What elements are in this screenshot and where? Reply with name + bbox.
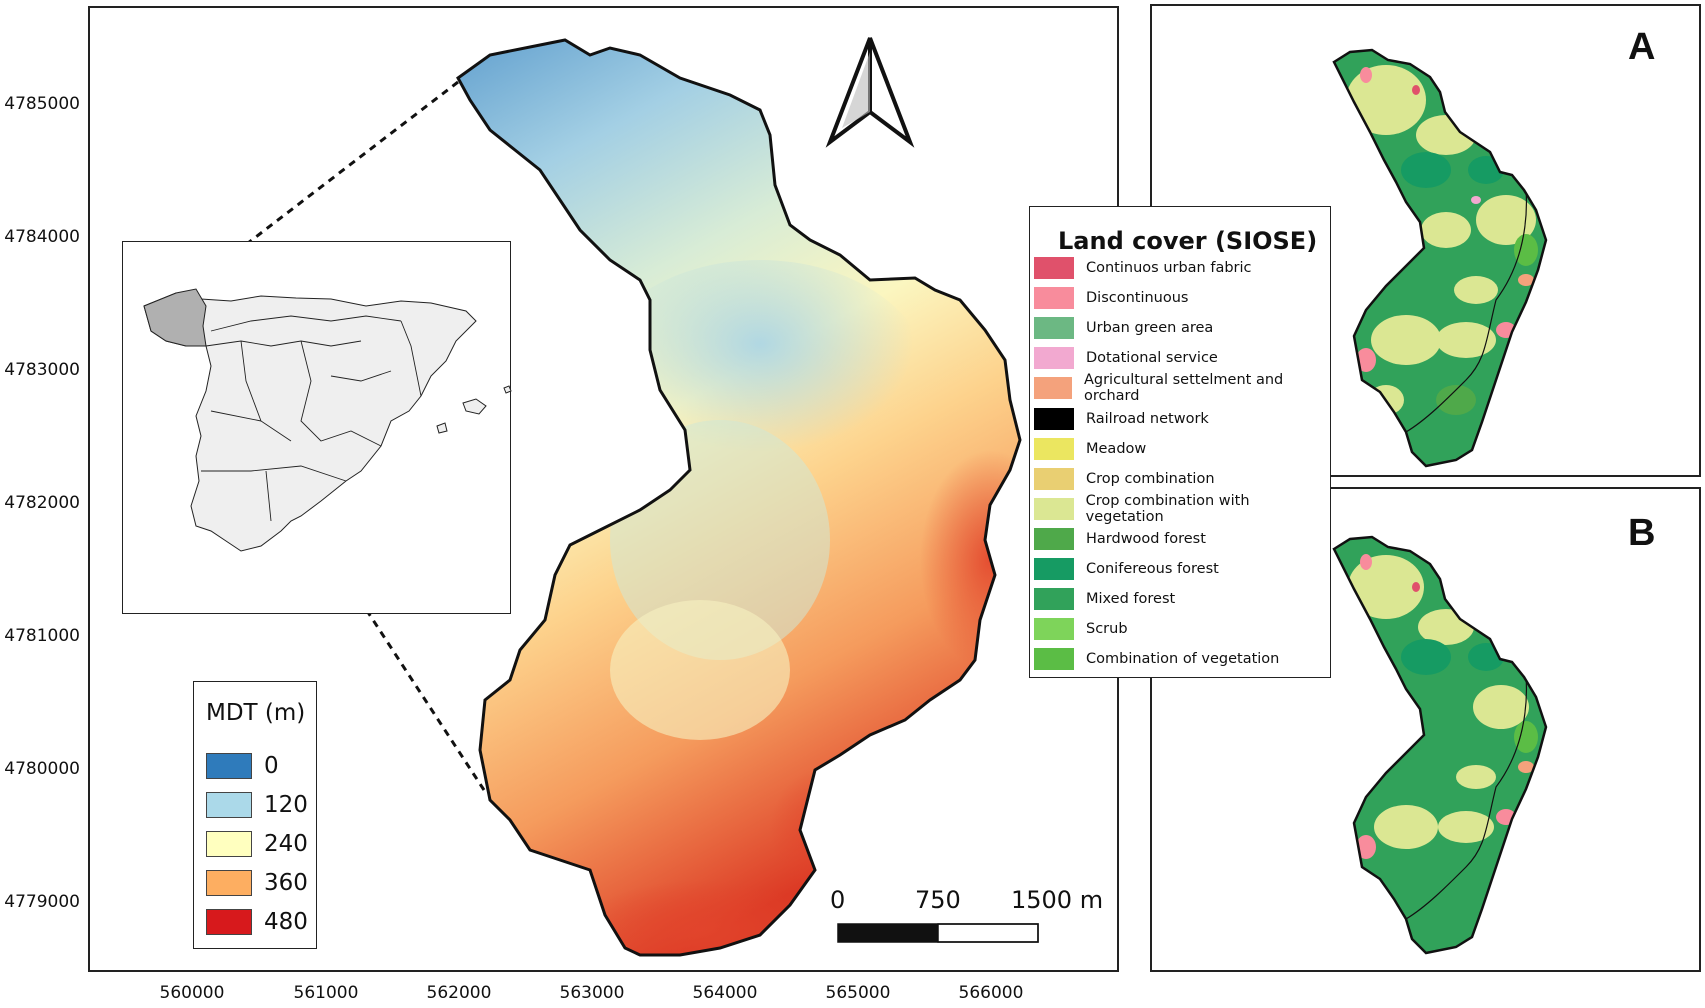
landcover-label: Conifereous forest bbox=[1086, 561, 1219, 577]
landcover-label: Urban green area bbox=[1086, 320, 1214, 337]
mdt-legend: MDT (m) 0 120 240 360 480 bbox=[193, 681, 317, 949]
landcover-label: Scrub bbox=[1086, 621, 1128, 638]
mdt-legend-item: 240 bbox=[206, 828, 308, 860]
mdt-value: 360 bbox=[264, 870, 308, 896]
mdt-legend-item: 480 bbox=[206, 906, 308, 938]
landcover-swatch bbox=[1034, 527, 1074, 550]
landcover-legend-item: Conifereous forest bbox=[1034, 556, 1219, 582]
landcover-label: Mixed forest bbox=[1086, 591, 1176, 608]
y-tick-label: 4783000 bbox=[4, 360, 80, 380]
landcover-map-b bbox=[1332, 535, 1548, 955]
landcover-swatch bbox=[1034, 648, 1074, 671]
mdt-legend-item: 120 bbox=[206, 789, 308, 821]
landcover-swatch bbox=[1034, 497, 1074, 520]
x-tick-label: 563000 bbox=[559, 983, 625, 1003]
y-tick-label: 4782000 bbox=[4, 493, 80, 513]
scale-label-750: 750 bbox=[915, 886, 961, 914]
landcover-legend-item: Continuos urban fabric bbox=[1034, 255, 1252, 281]
x-tick-label: 566000 bbox=[958, 983, 1024, 1003]
landcover-swatch bbox=[1034, 257, 1074, 279]
mdt-swatch bbox=[206, 909, 252, 935]
y-tick-label: 4784000 bbox=[4, 227, 80, 247]
mdt-swatch bbox=[206, 831, 252, 857]
landcover-swatch bbox=[1034, 467, 1074, 490]
landcover-swatch bbox=[1034, 437, 1074, 460]
landcover-legend-item: Agricultural settelment and orchard bbox=[1034, 372, 1330, 405]
y-tick-label: 4785000 bbox=[4, 94, 80, 114]
y-tick-label: 4780000 bbox=[4, 759, 80, 779]
inset-map bbox=[122, 241, 512, 614]
landcover-swatch bbox=[1034, 618, 1074, 641]
landcover-swatch bbox=[1034, 347, 1074, 370]
mdt-value: 0 bbox=[264, 753, 279, 779]
landcover-legend-item: Crop combination bbox=[1034, 466, 1215, 492]
landcover-swatch bbox=[1034, 287, 1074, 310]
landcover-label: Hardwood forest bbox=[1086, 530, 1206, 547]
landcover-map-a bbox=[1332, 48, 1548, 468]
scale-label-1500: 1500 m bbox=[1011, 886, 1104, 914]
landcover-legend-item: Mixed forest bbox=[1034, 586, 1175, 612]
landcover-label: Discontinuous bbox=[1086, 290, 1189, 307]
landcover-legend-item: Combination of vegetation bbox=[1034, 646, 1279, 672]
landcover-legend-item: Railroad network bbox=[1034, 406, 1209, 432]
mdt-swatch bbox=[206, 792, 252, 818]
mdt-legend-title: MDT (m) bbox=[206, 700, 306, 726]
mdt-value: 240 bbox=[264, 831, 308, 857]
landcover-legend-item: Meadow bbox=[1034, 436, 1146, 462]
landcover-legend-item: Urban green area bbox=[1034, 315, 1213, 341]
y-tick-label: 4779000 bbox=[4, 892, 80, 912]
mdt-value: 120 bbox=[264, 792, 308, 818]
landcover-swatch bbox=[1034, 558, 1074, 580]
landcover-legend-item: Dotational service bbox=[1034, 345, 1218, 371]
x-tick-label: 564000 bbox=[692, 983, 758, 1003]
spain-outline bbox=[143, 288, 512, 552]
landcover-legend-item: Hardwood forest bbox=[1034, 526, 1206, 552]
mdt-swatch bbox=[206, 753, 252, 779]
x-tick-label: 561000 bbox=[293, 983, 359, 1003]
mdt-swatch bbox=[206, 870, 252, 896]
landcover-label: Crop combination with vegetation bbox=[1085, 492, 1250, 525]
landcover-legend-item: Crop combination with vegetation bbox=[1034, 492, 1330, 525]
landcover-label: Combination of vegetation bbox=[1086, 651, 1280, 668]
landcover-swatch bbox=[1034, 317, 1074, 340]
panel-b-label: B bbox=[1628, 512, 1656, 554]
landcover-label: Crop combination bbox=[1086, 470, 1215, 487]
mdt-value: 480 bbox=[264, 909, 308, 935]
panel-a-label: A bbox=[1628, 26, 1656, 68]
x-tick-label: 562000 bbox=[426, 983, 492, 1003]
landcover-label: Meadow bbox=[1086, 440, 1147, 457]
x-tick-label: 565000 bbox=[825, 983, 891, 1003]
scale-label-0: 0 bbox=[830, 886, 846, 914]
landcover-label: Continuos urban fabric bbox=[1086, 260, 1252, 276]
landcover-swatch bbox=[1034, 588, 1074, 611]
landcover-legend-item: Discontinuous bbox=[1034, 285, 1189, 311]
landcover-legend-title: Land cover (SIOSE) bbox=[1058, 227, 1318, 255]
landcover-swatch bbox=[1034, 407, 1074, 430]
landcover-legend-item: Scrub bbox=[1034, 616, 1128, 642]
mdt-legend-item: 0 bbox=[206, 750, 279, 782]
landcover-label: Railroad network bbox=[1086, 410, 1209, 427]
x-tick-label: 560000 bbox=[159, 983, 225, 1003]
landcover-label: Agricultural settelment and orchard bbox=[1083, 372, 1284, 405]
mdt-legend-item: 360 bbox=[206, 867, 308, 899]
landcover-swatch bbox=[1034, 377, 1072, 400]
landcover-label: Dotational service bbox=[1086, 350, 1218, 367]
landcover-legend: Land cover (SIOSE) Continuos urban fabri… bbox=[1029, 206, 1331, 678]
y-tick-label: 4781000 bbox=[4, 626, 80, 646]
